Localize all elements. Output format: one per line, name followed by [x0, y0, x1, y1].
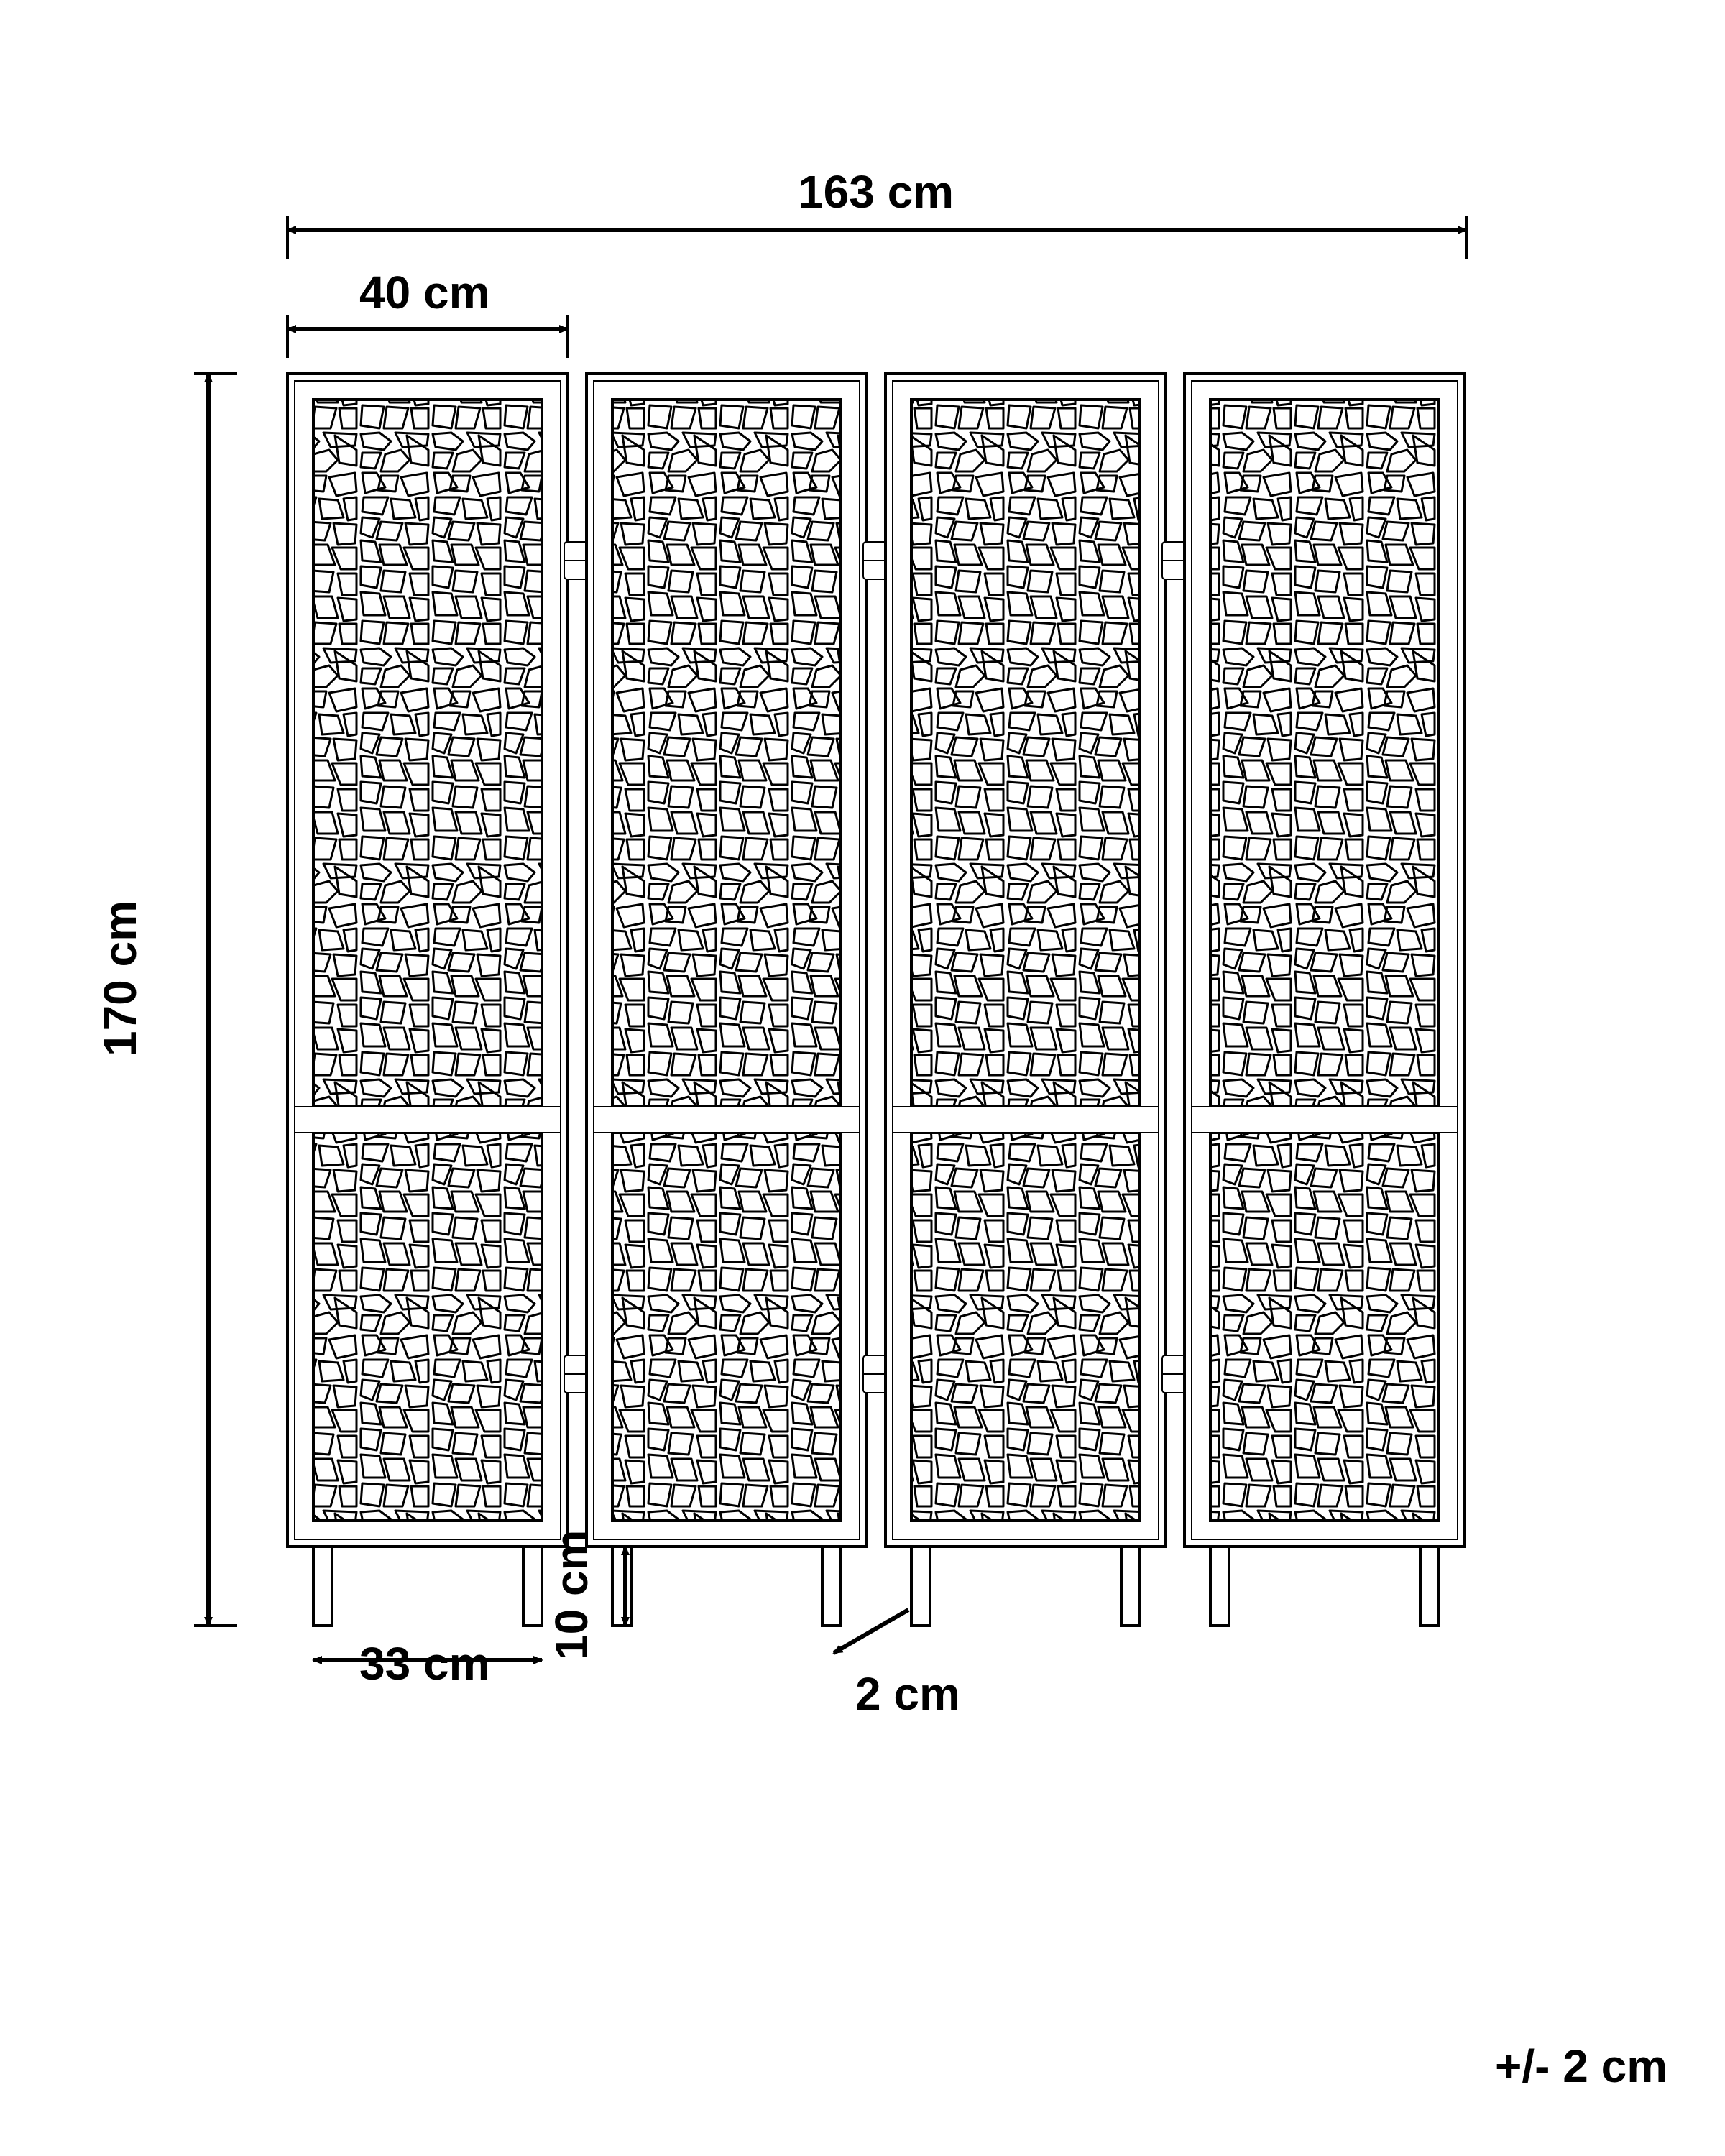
- label-tolerance: +/- 2 cm: [1495, 2040, 1668, 2093]
- label-panel-width: 40 cm: [359, 266, 489, 319]
- panel: [288, 374, 590, 1626]
- dimension-diagram: [0, 0, 1725, 2156]
- label-depth: 2 cm: [855, 1667, 960, 1720]
- panel: [586, 374, 889, 1626]
- panel: [886, 374, 1188, 1626]
- panel: [1184, 374, 1465, 1626]
- label-height: 170 cm: [93, 900, 147, 1056]
- label-total-width: 163 cm: [798, 165, 954, 218]
- label-leg-span: 33 cm: [359, 1637, 489, 1690]
- label-leg-height: 10 cm: [545, 1530, 598, 1660]
